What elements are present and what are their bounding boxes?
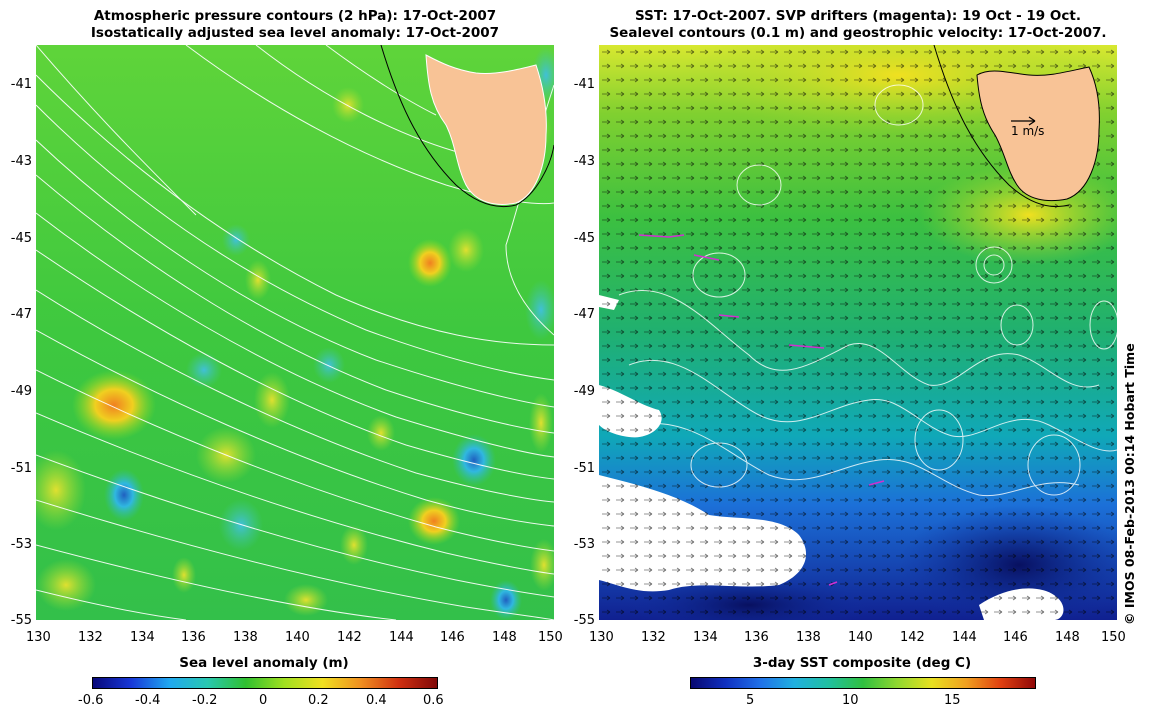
left-colorbar-tick: 0.6: [423, 693, 444, 708]
right-x-tick: 132: [641, 630, 666, 645]
right-x-tick: 150: [1101, 630, 1126, 645]
velocity-scale-label: 1 m/s: [1011, 124, 1045, 138]
left-x-tick: 130: [26, 630, 51, 645]
right-y-tick: -51: [573, 461, 595, 476]
left-y-tick: -45: [10, 231, 32, 246]
right-x-tick: 146: [1003, 630, 1028, 645]
right-y-tick: -49: [573, 384, 595, 399]
right-y-tick: -53: [573, 537, 595, 552]
left-title-1: Atmospheric pressure contours (2 hPa): 1…: [93, 8, 497, 24]
right-colorbar-tick: 10: [842, 693, 859, 708]
left-x-tick: 146: [440, 630, 465, 645]
velocity-scale: [1011, 116, 1036, 126]
left-y-tick: -47: [10, 307, 32, 322]
left-map-sea-level-anomaly: [36, 45, 554, 620]
right-x-tick: 136: [744, 630, 769, 645]
left-colorbar-tick: 0.2: [308, 693, 329, 708]
right-x-tick: 140: [848, 630, 873, 645]
left-y-tick: -55: [10, 613, 32, 628]
left-x-tick: 150: [538, 630, 563, 645]
left-y-tick: -49: [10, 384, 32, 399]
sealevel-contours: [618, 84, 1117, 497]
right-y-tick: -55: [573, 613, 595, 628]
left-x-tick: 134: [130, 630, 155, 645]
left-colorbar-tick: -0.4: [135, 693, 161, 708]
right-x-tick: 138: [796, 630, 821, 645]
right-colorbar-label: 3-day SST composite (deg C): [752, 655, 972, 671]
left-title-2: Isostatically adjusted sea level anomaly…: [90, 25, 500, 41]
drifter-tracks: [638, 234, 885, 586]
left-colorbar-label: Sea level anomaly (m): [179, 655, 349, 671]
right-x-tick: 130: [589, 630, 614, 645]
left-x-tick: 136: [181, 630, 206, 645]
right-colorbar: [690, 677, 1036, 689]
right-y-tick: -47: [573, 307, 595, 322]
right-y-tick: -43: [573, 154, 595, 169]
right-colorbar-tick: 5: [746, 693, 755, 708]
left-x-tick: 132: [78, 630, 103, 645]
left-x-tick: 144: [389, 630, 414, 645]
right-y-tick: -45: [573, 231, 595, 246]
credit-text: © IMOS 08-Feb-2013 00:14 Hobart Time: [1122, 343, 1137, 625]
left-y-tick: -43: [10, 154, 32, 169]
right-x-tick: 148: [1055, 630, 1080, 645]
left-y-tick: -51: [10, 461, 32, 476]
left-colorbar-tick: 0.4: [366, 693, 387, 708]
left-colorbar-tick: -0.2: [192, 693, 218, 708]
tasmania-land-right: [933, 45, 1100, 208]
left-x-tick: 142: [337, 630, 362, 645]
left-colorbar: [92, 677, 438, 689]
left-colorbar-tick: 0: [259, 693, 268, 708]
right-x-tick: 144: [952, 630, 977, 645]
pressure-contours: [36, 45, 554, 620]
left-y-tick: -53: [10, 537, 32, 552]
left-x-tick: 140: [285, 630, 310, 645]
right-title-1: SST: 17-Oct-2007. SVP drifters (magenta)…: [635, 8, 1081, 24]
right-x-tick: 134: [693, 630, 718, 645]
right-y-tick: -41: [573, 77, 595, 92]
right-title-2: Sealevel contours (0.1 m) and geostrophi…: [609, 25, 1107, 41]
left-x-tick: 138: [233, 630, 258, 645]
left-y-tick: -41: [10, 77, 32, 92]
right-colorbar-tick: 15: [944, 693, 961, 708]
right-x-tick: 142: [900, 630, 925, 645]
right-map-sst: [599, 45, 1117, 620]
left-x-tick: 148: [492, 630, 517, 645]
tasmania-land: [380, 45, 554, 208]
left-colorbar-tick: -0.6: [78, 693, 104, 708]
